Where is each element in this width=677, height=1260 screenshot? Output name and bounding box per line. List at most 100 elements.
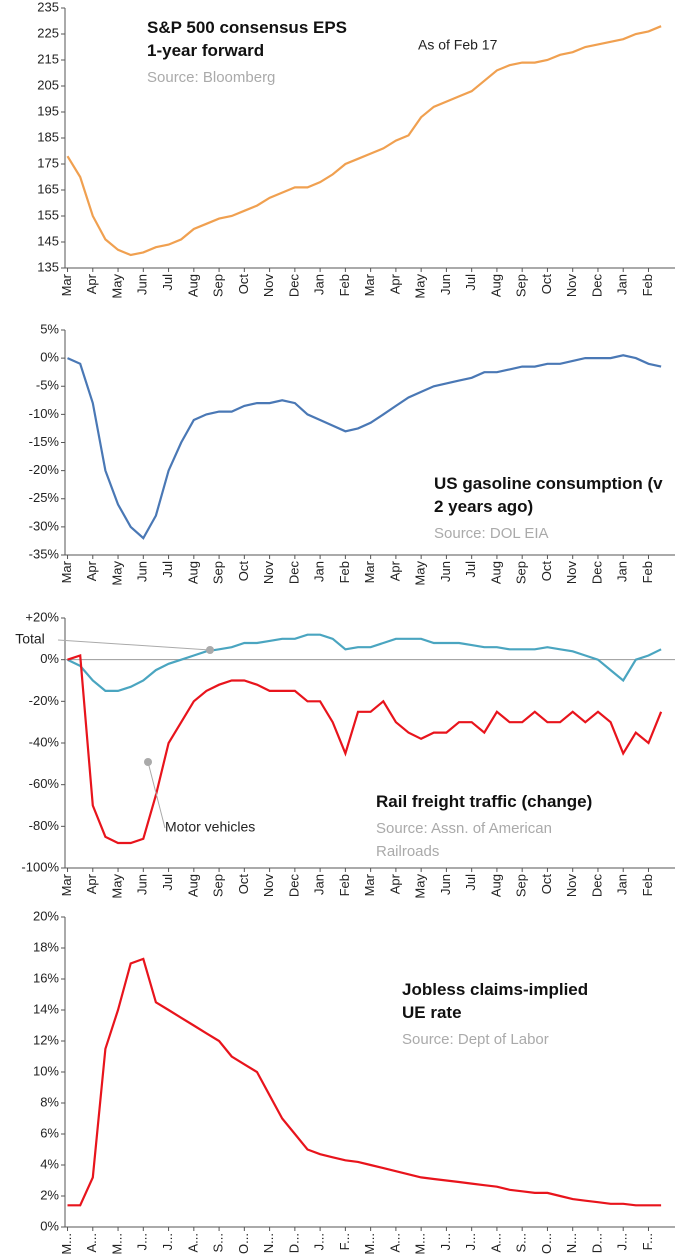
chart-title: US gasoline consumption (v 2 years ago) (434, 474, 663, 516)
x-tick-label: Oct (236, 274, 251, 295)
x-tick-label: N... (261, 1233, 276, 1253)
y-tick-label: 2% (40, 1187, 59, 1202)
data-line (66, 25, 662, 257)
x-tick-label: Aug (488, 561, 503, 584)
chart-title: Jobless claims-implied UE rate (402, 980, 589, 1022)
x-tick-label: F... (640, 1233, 655, 1250)
y-tick-label: 6% (40, 1125, 59, 1140)
x-tick-label: Dec (589, 561, 604, 585)
x-tick-label: Aug (185, 561, 200, 584)
x-tick-label: Nov (564, 874, 579, 898)
y-tick-label: 0% (40, 1218, 59, 1233)
y-tick-label: 0% (40, 651, 59, 666)
x-tick-label: Nov (261, 274, 276, 298)
y-tick-label: 225 (37, 25, 59, 40)
x-tick-label: Jan (615, 561, 630, 582)
y-tick-label: -80% (29, 818, 60, 833)
x-tick-label: Jan (312, 561, 327, 582)
chart-source: Source: Assn. of American Railroads (376, 820, 552, 860)
x-tick-label: Jul (463, 274, 478, 291)
x-tick-label: Jan (312, 274, 327, 295)
x-tick-label: J... (160, 1233, 175, 1250)
data-line (67, 654, 663, 845)
chart-title: Rail freight traffic (change) (376, 792, 593, 811)
x-tick-label: Dec (589, 274, 604, 298)
x-tick-label: Jan (615, 274, 630, 295)
y-tick-label: 14% (33, 1001, 59, 1016)
x-tick-label: Aug (185, 274, 200, 297)
x-tick-label: Aug (185, 874, 200, 897)
label-leader (57, 639, 211, 651)
x-tick-label: Aug (488, 274, 503, 297)
x-tick-label: Sep (211, 561, 226, 584)
chart-source: Source: Bloomberg (147, 69, 276, 86)
x-tick-label: Jul (463, 874, 478, 891)
y-tick-label: +20% (25, 609, 59, 624)
y-tick-label: 135 (37, 259, 59, 274)
x-tick-label: Sep (514, 561, 529, 584)
x-tick-label: Apr (84, 873, 99, 894)
x-tick-label: May (109, 274, 124, 299)
data-line (67, 957, 662, 1207)
x-tick-label: M... (59, 1233, 74, 1255)
x-tick-label: Apr (387, 560, 402, 581)
x-tick-label: Dec (286, 561, 301, 585)
x-tick-label: O... (236, 1233, 251, 1254)
x-tick-label: May (413, 561, 428, 586)
x-tick-label: Nov (261, 874, 276, 898)
x-tick-label: F... (337, 1233, 352, 1250)
x-tick-label: May (413, 874, 428, 899)
y-tick-label: 12% (33, 1032, 59, 1047)
x-tick-label: Oct (236, 561, 251, 582)
x-tick-label: Jan (312, 874, 327, 895)
label-dot (144, 758, 152, 766)
y-tick-label: -35% (29, 546, 60, 561)
x-tick-label: Apr (387, 873, 402, 894)
y-tick-label: 20% (33, 908, 59, 923)
x-tick-label: Mar (362, 273, 377, 296)
y-tick-label: 185 (37, 129, 59, 144)
x-tick-label: Nov (564, 274, 579, 298)
chart-title: S&P 500 consensus EPS 1-year forward (147, 18, 348, 60)
x-tick-label: M... (413, 1233, 428, 1255)
y-tick-label: 235 (37, 0, 59, 14)
x-tick-label: N... (564, 1233, 579, 1253)
x-tick-label: J... (135, 1233, 150, 1250)
x-tick-label: Jul (160, 874, 175, 891)
x-tick-label: Nov (564, 561, 579, 585)
x-tick-label: J... (438, 1233, 453, 1250)
x-tick-label: Mar (362, 873, 377, 896)
x-tick-label: J... (463, 1233, 478, 1250)
y-tick-label: -5% (36, 378, 60, 393)
x-tick-label: Apr (84, 560, 99, 581)
y-tick-label: -100% (21, 859, 59, 874)
x-tick-label: A... (84, 1233, 99, 1253)
x-tick-label: Jul (463, 561, 478, 578)
data-line (67, 633, 662, 692)
x-tick-label: A... (185, 1233, 200, 1253)
x-tick-label: Mar (59, 560, 74, 583)
x-tick-label: Jun (135, 561, 150, 582)
y-tick-label: 195 (37, 103, 59, 118)
x-tick-label: Dec (286, 274, 301, 298)
x-tick-label: May (413, 274, 428, 299)
y-tick-label: -15% (29, 434, 60, 449)
x-tick-label: O... (539, 1233, 554, 1254)
y-tick-label: -60% (29, 776, 60, 791)
y-tick-label: 10% (33, 1063, 59, 1078)
x-tick-label: May (109, 561, 124, 586)
label-dot (206, 646, 214, 654)
x-tick-label: A... (387, 1233, 402, 1253)
x-tick-label: Oct (236, 874, 251, 895)
y-tick-label: 4% (40, 1156, 59, 1171)
y-tick-label: 165 (37, 181, 59, 196)
x-tick-label: Jul (160, 274, 175, 291)
x-tick-label: Feb (337, 561, 352, 583)
x-tick-label: Sep (514, 274, 529, 297)
y-tick-label: -20% (29, 693, 60, 708)
x-tick-label: Jun (438, 874, 453, 895)
x-tick-label: Mar (362, 560, 377, 583)
x-tick-label: Feb (640, 561, 655, 583)
